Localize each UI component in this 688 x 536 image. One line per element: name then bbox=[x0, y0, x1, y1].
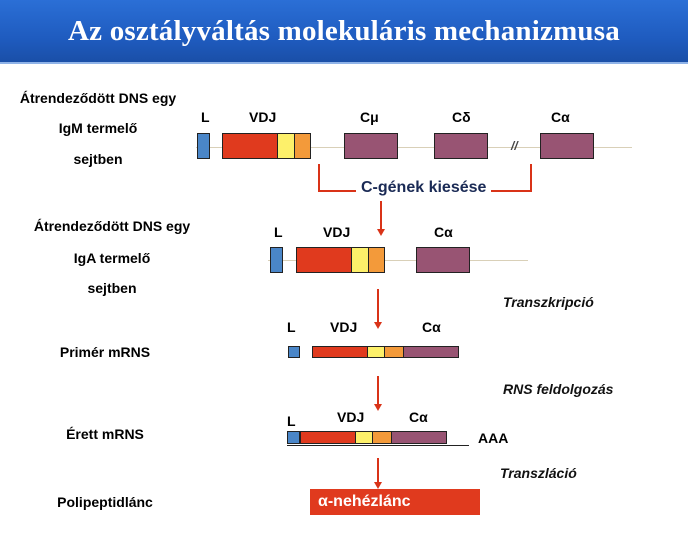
primary-d-segment bbox=[367, 346, 385, 358]
igm-cmu-gene bbox=[344, 133, 398, 159]
mature-polya-tail-line bbox=[287, 445, 469, 446]
iga-dna-line bbox=[268, 260, 528, 261]
iga-leader-exon bbox=[270, 247, 283, 273]
processing-step-label: RNS feldolgozás bbox=[503, 381, 614, 397]
transcription-arrow-shaft bbox=[377, 289, 379, 322]
igm-cmu-label: Cμ bbox=[360, 109, 379, 125]
primary-l-label: L bbox=[287, 319, 296, 335]
primary-mrna-label: Primér mRNS bbox=[59, 344, 151, 360]
mature-calpha-segment bbox=[391, 431, 447, 444]
igm-v-segment bbox=[222, 133, 278, 159]
processing-arrow-shaft bbox=[377, 376, 379, 404]
iga-row-label-line2: IgA termelő bbox=[73, 250, 151, 266]
igm-row-label-line1: Átrendeződött DNS egy bbox=[19, 90, 177, 106]
primary-leader-exon bbox=[288, 346, 300, 358]
igm-dna-line bbox=[196, 147, 632, 148]
deletion-arrow-shaft bbox=[380, 201, 382, 229]
igm-j-segment bbox=[294, 133, 311, 159]
primary-v-segment bbox=[312, 346, 368, 358]
polya-tail-label: AAA bbox=[478, 430, 509, 446]
mature-d-segment bbox=[355, 431, 373, 444]
iga-calpha-gene bbox=[416, 247, 470, 273]
igm-calpha-gene bbox=[540, 133, 594, 159]
mature-vdj-label: VDJ bbox=[337, 409, 365, 425]
iga-calpha-label: Cα bbox=[434, 224, 453, 240]
mature-l-label: L bbox=[287, 413, 296, 429]
translation-arrow-shaft bbox=[377, 458, 379, 482]
polypeptide-label: Polipeptidlánc bbox=[57, 494, 153, 510]
igm-cdelta-label: Cδ bbox=[452, 109, 471, 125]
iga-d-segment bbox=[351, 247, 369, 273]
iga-row-label-line1: Átrendeződött DNS egy bbox=[33, 218, 191, 234]
igm-calpha-label: Cα bbox=[551, 109, 570, 125]
processing-arrow-head bbox=[374, 404, 382, 411]
igm-cdelta-gene bbox=[434, 133, 488, 159]
igm-row-label-line2: IgM termelő bbox=[58, 120, 138, 136]
igm-break-mark: // bbox=[511, 139, 518, 153]
deletion-label: C-gének kiesése bbox=[356, 179, 492, 197]
mature-calpha-label: Cα bbox=[409, 409, 428, 425]
primary-calpha-label: Cα bbox=[422, 319, 441, 335]
iga-j-segment bbox=[368, 247, 385, 273]
iga-vdj-label: VDJ bbox=[323, 224, 351, 240]
transcription-step-label: Transzkripció bbox=[503, 294, 594, 310]
mature-leader-exon bbox=[287, 431, 300, 444]
iga-v-segment bbox=[296, 247, 352, 273]
igm-l-label: L bbox=[201, 109, 210, 125]
translation-arrow-head bbox=[374, 482, 382, 489]
primary-j-segment bbox=[384, 346, 404, 358]
igm-d-segment bbox=[277, 133, 295, 159]
mature-mrna-label: Érett mRNS bbox=[66, 426, 144, 442]
heavy-chain-bar: α-nehézlánc bbox=[310, 489, 480, 515]
mature-v-segment bbox=[300, 431, 356, 444]
translation-step-label: Transzláció bbox=[500, 465, 577, 481]
deletion-arrow-head bbox=[377, 229, 385, 236]
igm-vdj-label: VDJ bbox=[249, 109, 277, 125]
iga-l-label: L bbox=[274, 224, 283, 240]
igm-leader-exon bbox=[197, 133, 210, 159]
primary-calpha-segment bbox=[403, 346, 459, 358]
transcription-arrow-head bbox=[374, 322, 382, 329]
slide-title: Az osztályváltás molekuláris mechanizmus… bbox=[0, 0, 688, 64]
mature-j-segment bbox=[372, 431, 392, 444]
iga-row-label-line3: sejtben bbox=[87, 280, 137, 296]
primary-vdj-label: VDJ bbox=[330, 319, 358, 335]
igm-row-label-line3: sejtben bbox=[73, 151, 123, 167]
